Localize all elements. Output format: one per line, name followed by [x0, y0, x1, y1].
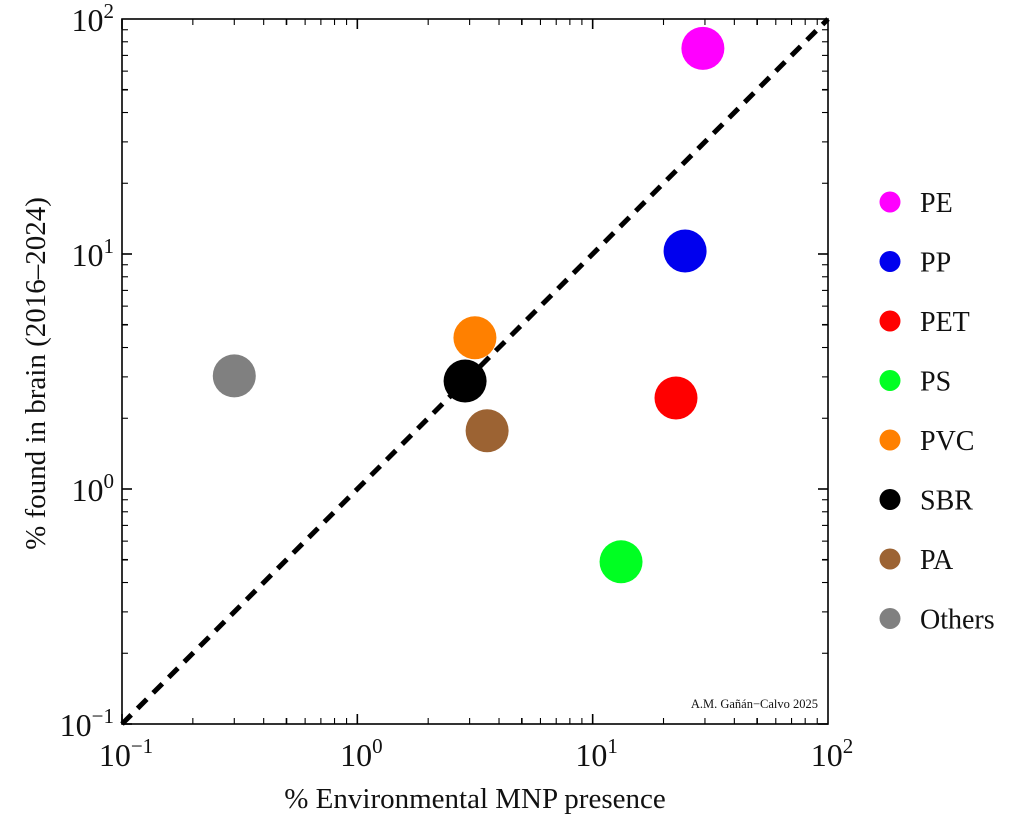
- legend-item-ps: PS: [879, 367, 951, 398]
- legend-item-sbr: SBR: [879, 486, 973, 517]
- legend-label: Others: [920, 605, 995, 636]
- data-point-pet: [654, 376, 698, 420]
- legend-marker-pe: [879, 191, 901, 213]
- tick-labels: 10−1 100 101 102 10−1 100 101 102: [60, 0, 854, 773]
- legend-marker-pa: [879, 548, 901, 570]
- x-axis-title: % Environmental MNP presence: [284, 783, 665, 815]
- legend-marker-others: [879, 608, 901, 629]
- reference-line-dashed: [120, 17, 830, 726]
- x-tick-label: 102: [811, 734, 854, 773]
- legend-marker-pvc: [879, 429, 901, 451]
- data-point-pp: [663, 229, 707, 273]
- reference-line-layer: [120, 17, 830, 726]
- legend-label: PP: [920, 248, 951, 279]
- legend-label: PA: [920, 545, 954, 576]
- y-tick-label: 100: [72, 469, 115, 508]
- y-tick-label: 10−1: [60, 704, 114, 743]
- data-point-ps: [599, 540, 643, 584]
- data-point-pe: [681, 26, 725, 70]
- legend-marker-ps: [879, 370, 901, 391]
- axis-ticks: [121, 19, 828, 725]
- x-tick-label: 100: [340, 734, 383, 773]
- credit-annotation: A.M. Gañán−Calvo 2025: [691, 697, 818, 711]
- legend-item-pp: PP: [879, 248, 951, 279]
- data-points: [212, 26, 725, 584]
- data-point-others: [212, 354, 256, 398]
- legend-marker-pp: [879, 251, 901, 272]
- legend-item-others: Others: [879, 605, 995, 636]
- y-axis-title: % found in brain (2016–2024): [20, 197, 52, 550]
- legend-item-pvc: PVC: [879, 426, 974, 457]
- legend-label: SBR: [920, 486, 973, 517]
- legend-label: PS: [920, 367, 951, 398]
- plot-frame: [121, 18, 829, 725]
- legend-item-pa: PA: [879, 545, 954, 576]
- data-point-pa: [465, 409, 509, 453]
- y-tick-label: 102: [72, 0, 115, 38]
- legend-marker-pet: [879, 310, 901, 332]
- legend-item-pet: PET: [879, 307, 970, 338]
- legend: PE PP PET PS PVC SBR PA Others: [879, 188, 995, 636]
- legend-label: PVC: [920, 426, 974, 457]
- y-tick-label: 101: [72, 234, 115, 273]
- legend-item-pe: PE: [879, 188, 953, 219]
- data-point-sbr: [443, 359, 487, 403]
- x-tick-label: 10−1: [99, 734, 153, 773]
- legend-label: PE: [920, 188, 953, 219]
- legend-label: PET: [920, 307, 970, 338]
- legend-marker-sbr: [879, 489, 901, 510]
- data-point-pvc: [453, 316, 497, 360]
- x-tick-label: 101: [575, 734, 618, 773]
